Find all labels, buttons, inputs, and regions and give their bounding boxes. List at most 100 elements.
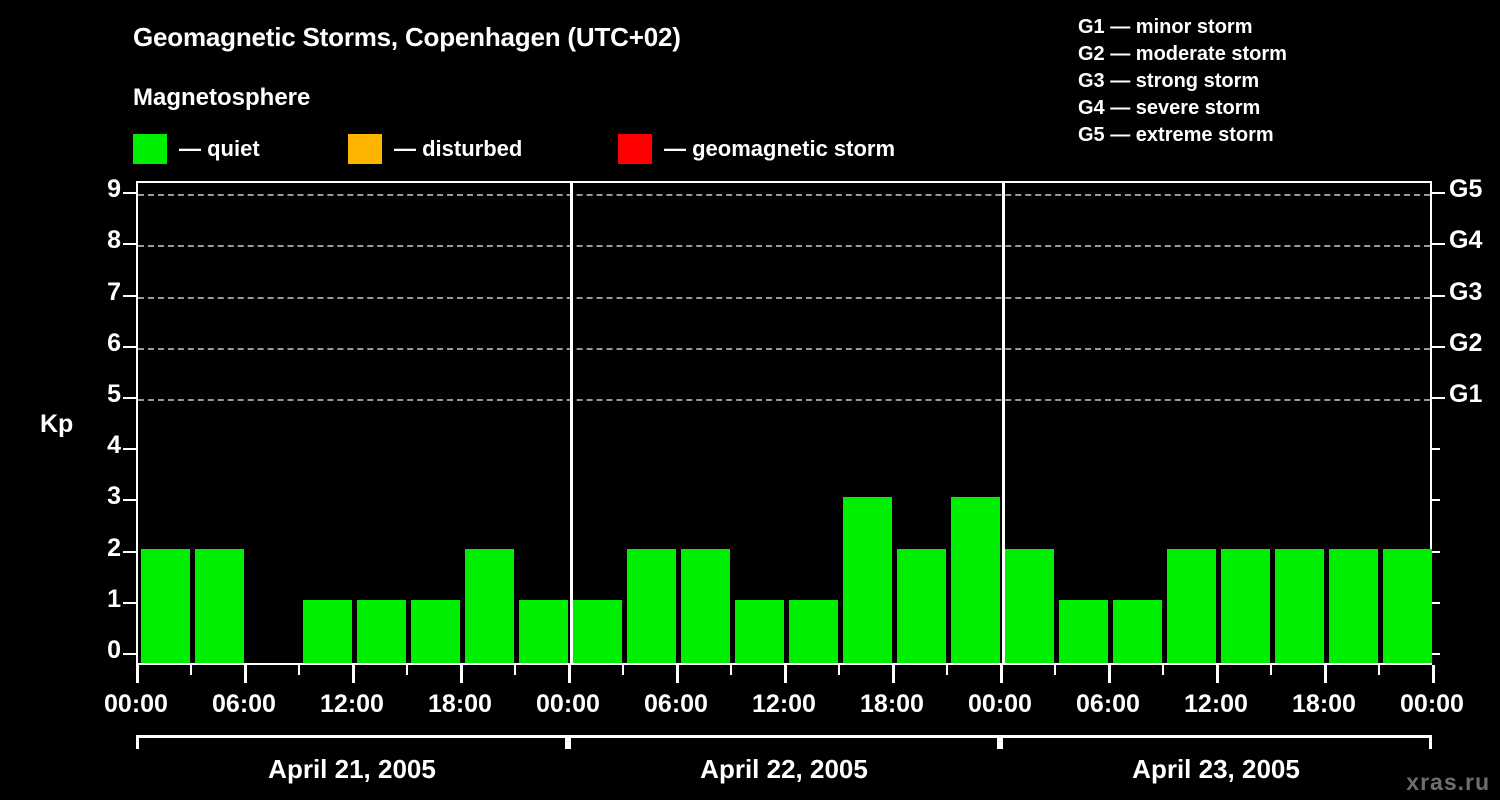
plot-area bbox=[136, 181, 1432, 665]
x-tick-mark-2 bbox=[352, 665, 355, 683]
bar bbox=[788, 599, 838, 663]
x-tick-minor-19 bbox=[1162, 665, 1164, 675]
y-tick-label-6: 6 bbox=[107, 328, 121, 357]
bar bbox=[518, 599, 568, 663]
bar bbox=[1112, 599, 1162, 663]
g-tick-mark-G5 bbox=[1432, 192, 1445, 195]
x-tick-minor-13 bbox=[838, 665, 840, 675]
x-tick-minor-21 bbox=[1270, 665, 1272, 675]
y-tick-mark-1 bbox=[123, 601, 136, 604]
g-tick-label-G5: G5 bbox=[1449, 175, 1483, 204]
x-tick-label-5: 06:00 bbox=[644, 690, 708, 718]
y-tick-mark-7 bbox=[123, 294, 136, 297]
gscale-legend-row-4: G4 — severe storm bbox=[1078, 97, 1261, 119]
x-tick-mark-4 bbox=[568, 665, 571, 683]
y-tick-label-2: 2 bbox=[107, 533, 121, 562]
bar bbox=[626, 548, 676, 663]
bar bbox=[356, 599, 406, 663]
date-bracket bbox=[136, 735, 568, 749]
bar bbox=[1274, 548, 1324, 663]
g-tick-minor-0 bbox=[1432, 653, 1440, 655]
gridline-kp-9 bbox=[138, 194, 1430, 197]
bar bbox=[410, 599, 460, 663]
g-tick-minor-3 bbox=[1432, 499, 1440, 502]
g-tick-label-G2: G2 bbox=[1449, 328, 1483, 357]
y-tick-mark-5 bbox=[123, 397, 136, 399]
x-tick-label-7: 18:00 bbox=[860, 690, 924, 718]
y-tick-label-0: 0 bbox=[107, 636, 121, 664]
x-tick-mark-8 bbox=[1000, 665, 1003, 683]
bar bbox=[1382, 548, 1432, 663]
x-tick-label-10: 12:00 bbox=[1184, 690, 1248, 718]
x-tick-minor-17 bbox=[1054, 665, 1056, 675]
g-tick-label-G4: G4 bbox=[1449, 226, 1483, 255]
x-tick-label-6: 12:00 bbox=[752, 690, 816, 718]
bar bbox=[1220, 548, 1270, 663]
x-tick-mark-0 bbox=[136, 665, 139, 683]
bar bbox=[1166, 548, 1216, 663]
day-divider bbox=[570, 183, 573, 663]
bar bbox=[1328, 548, 1378, 663]
x-tick-label-11: 18:00 bbox=[1292, 690, 1356, 718]
legend-label-geomagnetic-storm: — geomagnetic storm bbox=[664, 136, 896, 161]
g-tick-minor-2 bbox=[1432, 550, 1440, 553]
x-tick-label-1: 06:00 bbox=[212, 690, 276, 718]
legend-label-quiet: — quiet bbox=[179, 136, 260, 161]
y-tick-mark-0 bbox=[123, 653, 136, 655]
g-tick-mark-G3 bbox=[1432, 294, 1445, 297]
x-tick-minor-15 bbox=[946, 665, 948, 675]
y-tick-label-5: 5 bbox=[107, 380, 121, 408]
y-tick-mark-4 bbox=[123, 448, 136, 451]
x-tick-label-12: 00:00 bbox=[1400, 690, 1464, 718]
x-tick-minor-5 bbox=[406, 665, 408, 675]
g-tick-label-G3: G3 bbox=[1449, 277, 1483, 306]
date-label: April 23, 2005 bbox=[1132, 754, 1300, 784]
x-tick-minor-3 bbox=[298, 665, 300, 675]
date-label: April 22, 2005 bbox=[700, 754, 868, 784]
bar bbox=[302, 599, 352, 663]
x-tick-minor-9 bbox=[622, 665, 624, 675]
subsection-title: Magnetosphere bbox=[133, 84, 311, 111]
bar bbox=[680, 548, 730, 663]
x-tick-label-2: 12:00 bbox=[320, 690, 384, 718]
x-tick-mark-9 bbox=[1108, 665, 1111, 683]
legend-swatch-geomagnetic-storm bbox=[618, 134, 652, 164]
legend-label-disturbed: — disturbed bbox=[394, 136, 523, 161]
gridline-kp-5 bbox=[138, 399, 1430, 401]
y-tick-mark-3 bbox=[123, 499, 136, 502]
legend-item-quiet: — quiet bbox=[133, 133, 260, 165]
x-tick-minor-1 bbox=[190, 665, 192, 675]
x-tick-minor-11 bbox=[730, 665, 732, 675]
gridline-kp-7 bbox=[138, 296, 1430, 299]
gscale-legend-row-2: G2 — moderate storm bbox=[1078, 43, 1287, 65]
y-tick-label-9: 9 bbox=[107, 175, 121, 204]
g-tick-mark-G2 bbox=[1432, 345, 1445, 348]
x-tick-mark-1 bbox=[244, 665, 247, 683]
bar bbox=[464, 548, 514, 663]
y-tick-mark-9 bbox=[123, 192, 136, 195]
x-tick-mark-3 bbox=[460, 665, 463, 683]
gridline-kp-8 bbox=[138, 245, 1430, 248]
legend-swatch-quiet bbox=[133, 134, 167, 164]
bar bbox=[842, 497, 892, 663]
watermark: xras.ru bbox=[1406, 769, 1490, 795]
x-tick-mark-6 bbox=[784, 665, 787, 683]
y-tick-label-4: 4 bbox=[107, 431, 121, 460]
y-axis-title: Kp bbox=[40, 410, 74, 438]
x-tick-mark-12 bbox=[1432, 665, 1435, 683]
legend-item-disturbed: — disturbed bbox=[348, 133, 522, 165]
bar bbox=[734, 599, 784, 663]
y-tick-label-8: 8 bbox=[107, 226, 121, 255]
x-tick-label-0: 00:00 bbox=[104, 690, 168, 718]
gridline-kp-6 bbox=[138, 347, 1430, 350]
gscale-legend-row-1: G1 — minor storm bbox=[1078, 16, 1253, 38]
y-tick-mark-8 bbox=[123, 243, 136, 246]
bars-group bbox=[138, 183, 1432, 663]
y-tick-mark-2 bbox=[123, 550, 136, 553]
x-tick-minor-23 bbox=[1378, 665, 1380, 675]
day-divider bbox=[1002, 183, 1005, 663]
gscale-legend-row-5: G5 — extreme storm bbox=[1078, 124, 1274, 146]
g-tick-label-G1: G1 bbox=[1449, 380, 1483, 408]
bar bbox=[1004, 548, 1054, 663]
